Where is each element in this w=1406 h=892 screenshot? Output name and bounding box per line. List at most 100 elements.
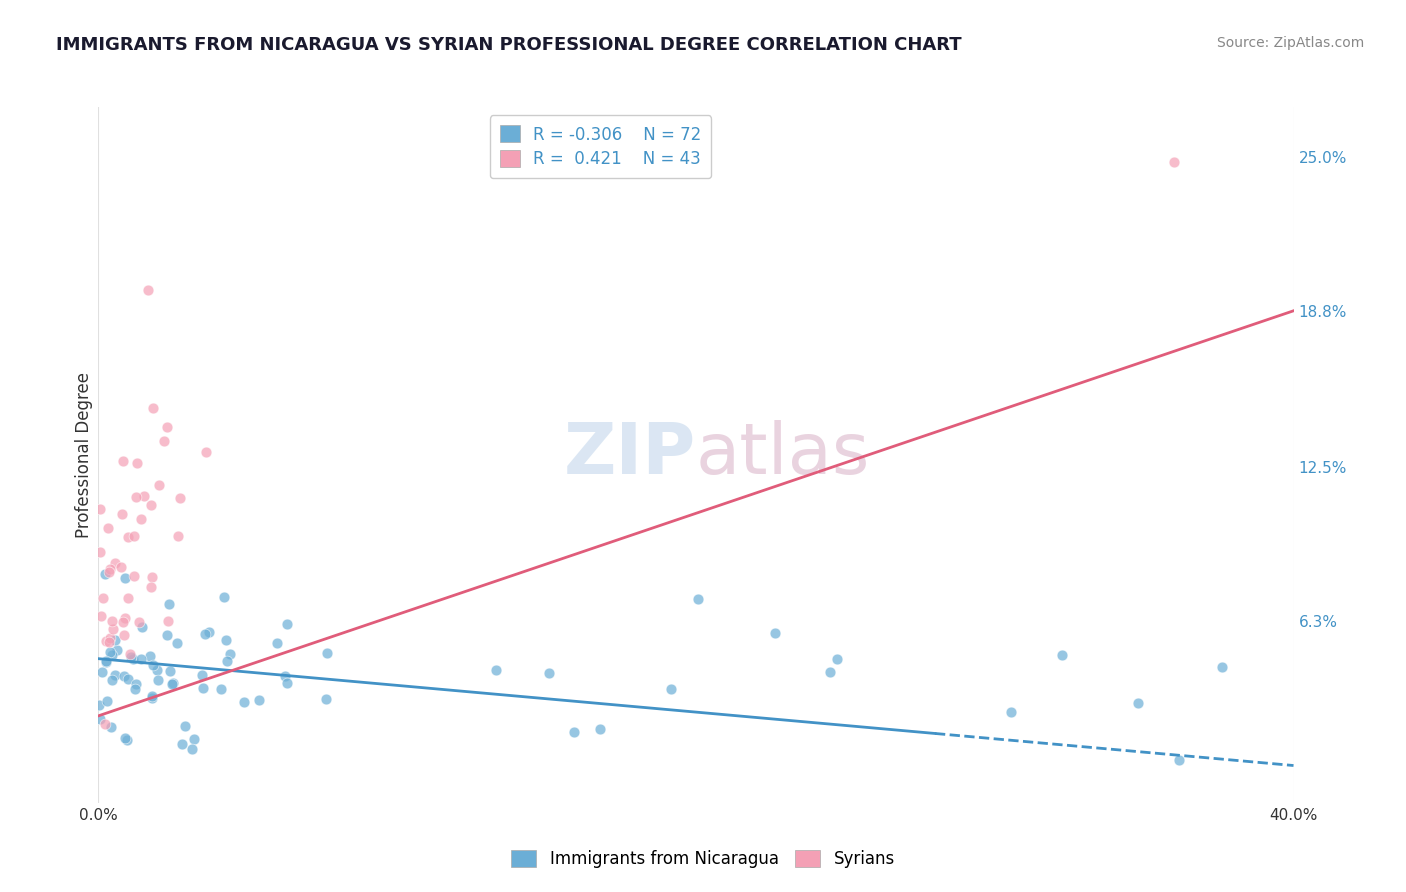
Point [562,724,585,739]
Point [89,712,111,726]
Point [825,651,848,665]
Point [183,732,205,747]
Point [148,478,170,492]
Point [215,632,238,647]
Point [104,633,127,648]
Point [162,675,184,690]
Point [166,636,188,650]
Point [142,658,165,673]
Point [107,642,129,657]
Point [97,521,120,535]
Point [101,673,124,687]
Point [115,733,138,747]
Point [1163,154,1185,169]
Point [141,690,163,704]
Point [537,666,560,681]
Point [266,636,288,650]
Point [141,580,163,594]
Point [197,624,219,639]
Point [136,283,159,297]
Point [94,717,117,731]
Point [219,647,242,661]
Point [114,611,136,625]
Point [120,649,142,664]
Point [1052,648,1074,662]
Point [117,530,139,544]
Point [120,647,142,661]
Point [104,557,127,571]
Text: ZIP: ZIP [564,420,696,490]
Point [110,560,132,574]
Point [124,677,146,691]
Point [169,491,191,506]
Text: IMMIGRANTS FROM NICARAGUA VS SYRIAN PROFESSIONAL DEGREE CORRELATION CHART: IMMIGRANTS FROM NICARAGUA VS SYRIAN PROF… [56,36,962,54]
Point [90,608,112,623]
Point [157,615,180,629]
Point [160,677,183,691]
Point [315,692,337,706]
Point [104,668,127,682]
Point [1000,706,1022,720]
Point [98,562,121,576]
Point [89,545,111,559]
Point [94,655,117,669]
Point [589,722,612,736]
Point [194,626,217,640]
Point [139,649,162,664]
Point [117,672,139,686]
Point [114,731,136,746]
Point [659,681,682,696]
Point [194,445,217,459]
Point [172,737,194,751]
Point [97,565,120,579]
Point [167,529,190,543]
Point [98,632,121,646]
Point [146,673,169,687]
Point [190,668,212,682]
Point [87,698,110,712]
Point [141,499,163,513]
Point [112,628,135,642]
Point [94,634,117,648]
Point [1167,753,1189,767]
Point [96,694,118,708]
Point [276,617,298,632]
Point [146,664,169,678]
Point [247,693,270,707]
Point [122,528,145,542]
Point [98,645,121,659]
Point [181,742,204,756]
Point [112,454,135,468]
Point [209,682,232,697]
Point [122,568,145,582]
Point [91,665,114,679]
Point [94,654,117,668]
Point [94,567,117,582]
Point [156,628,179,642]
Point [129,652,152,666]
Point [89,502,111,516]
Point [129,512,152,526]
Point [111,507,134,521]
Legend: Immigrants from Nicaragua, Syrians: Immigrants from Nicaragua, Syrians [505,843,901,875]
Point [122,652,145,666]
Point [232,694,254,708]
Point [124,681,146,696]
Point [1126,696,1149,710]
Text: Source: ZipAtlas.com: Source: ZipAtlas.com [1216,36,1364,50]
Point [193,681,215,695]
Point [111,615,134,629]
Point [125,456,148,470]
Point [686,592,709,607]
Point [101,622,124,636]
Point [276,675,298,690]
Point [131,620,153,634]
Point [100,614,122,628]
Point [128,615,150,629]
Point [125,490,148,504]
Point [316,646,339,660]
Point [485,663,508,677]
Point [763,625,786,640]
Point [100,720,122,734]
Text: atlas: atlas [696,420,870,490]
